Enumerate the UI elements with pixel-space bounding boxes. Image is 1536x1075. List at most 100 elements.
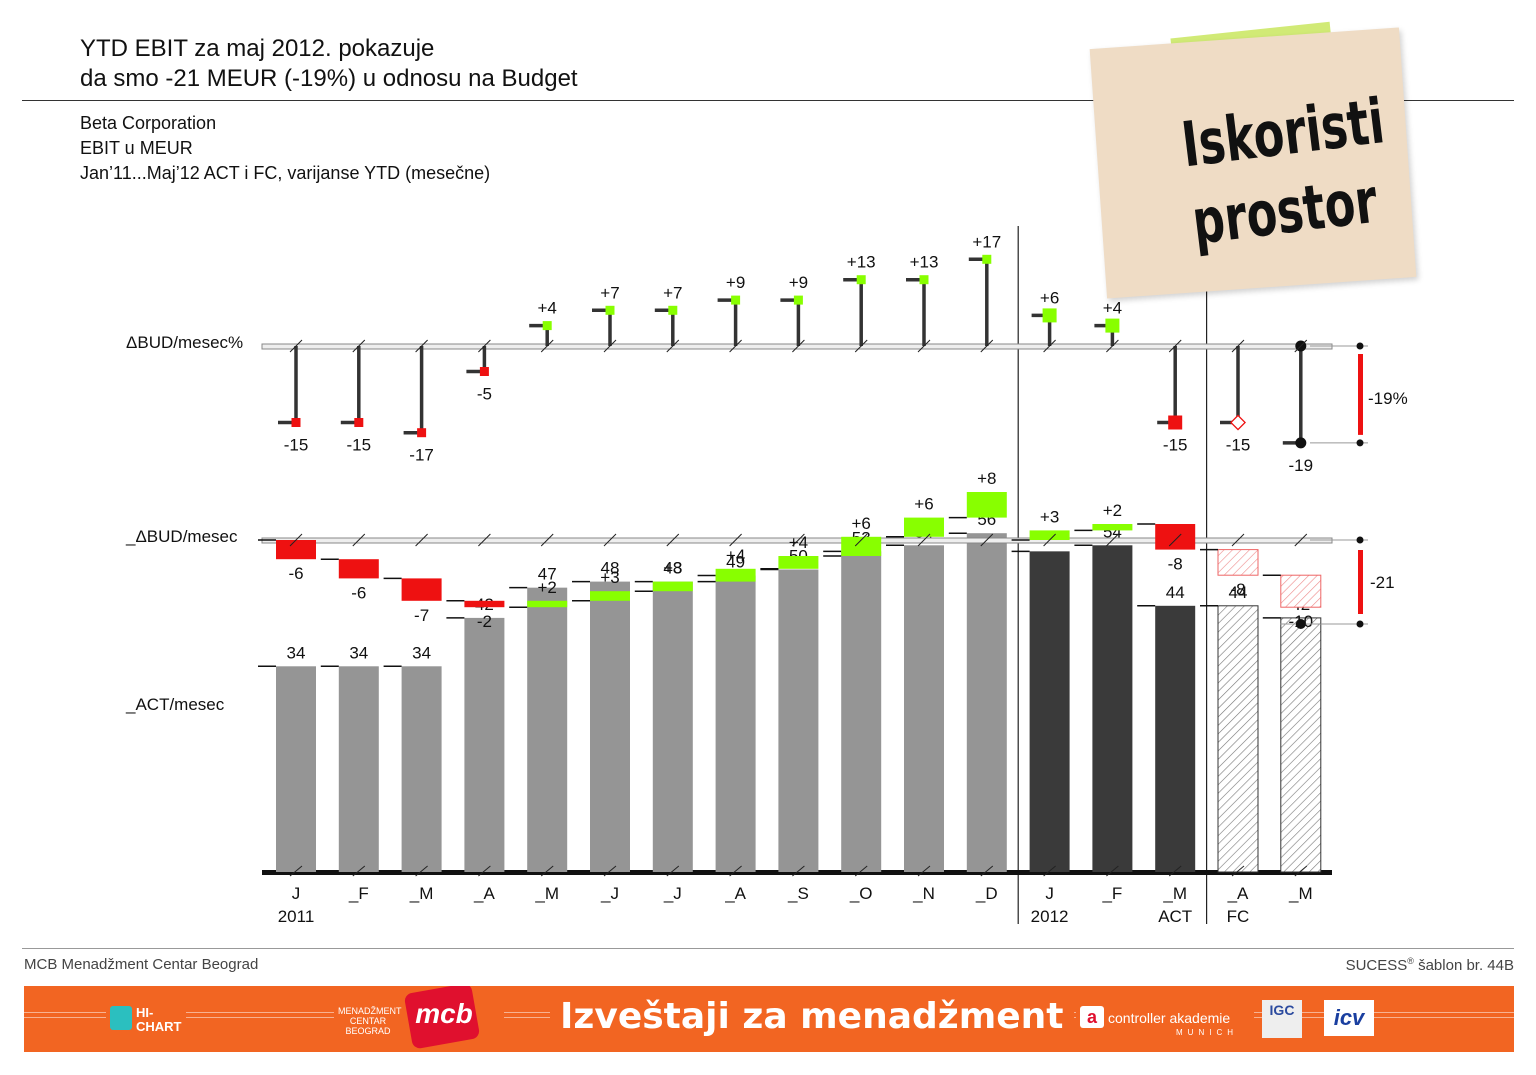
footer-template-name: SUCESS [1345,957,1408,974]
delta-value-label: -7 [414,606,429,625]
axis-slash [917,865,931,877]
pct-value-label: -17 [409,446,434,465]
pct-value-label: -15 [347,436,372,455]
pct-value-label: +13 [847,253,876,272]
delta-bar [966,492,1007,518]
axis-slash [1168,865,1182,877]
footer-template-number: šablon br. 44B [1413,957,1514,974]
category-label: J [1045,884,1054,903]
pct-marker [1168,415,1183,430]
delta-bar [904,517,944,537]
act-bar [527,587,568,872]
axis-slash [415,865,428,877]
act-value-label: 44 [1166,583,1185,602]
delta-value-label: -6 [288,564,303,583]
axis-slash [352,865,366,877]
delta-bar [590,591,630,601]
axis-slash [1231,865,1245,877]
row-label-act: _ACT/mesec [125,695,225,714]
act-bar [1155,605,1196,872]
axis-slash [1106,339,1119,353]
axis-slash [980,339,994,353]
pct-value-label: +4 [538,299,557,318]
axis-slash [1106,865,1119,877]
axis-slash [1043,533,1056,547]
pct-marker [291,418,301,427]
axis-slash [729,339,742,353]
subtitle-company: Beta Corporation [80,113,217,133]
axis-slash [289,865,303,877]
category-label: _F [1101,884,1122,903]
axis-slash [792,533,805,547]
delta-total-marker [1295,619,1306,629]
controller-akademie-text: controller akademie [1108,1010,1231,1026]
delta-value-label: +8 [977,469,996,488]
axis-slash [540,533,554,547]
pct-marker [417,428,427,438]
mcb-logo-text: mcb [415,998,473,1029]
hichart-logo: HI-CHART [106,1002,186,1038]
act-bar [1092,545,1133,872]
axis-slash [729,865,742,877]
delta-value-label: +3 [663,559,682,578]
act-value-label: 48 [663,559,682,578]
pct-marker [479,367,489,376]
category-label: J [292,884,301,903]
axis-slash [666,339,680,353]
axis-slash [1231,339,1245,353]
axis-slash [478,865,491,877]
pct-value-label: -15 [1163,436,1188,455]
act-bar [401,666,442,872]
axis-slash [917,533,931,547]
axis-slash [1043,865,1056,877]
delta-bar [1155,524,1196,550]
pct-marker [668,305,678,315]
subtitle-period: Jan’11...Maj’12 ACT i FC, varijanse YTD … [80,163,491,183]
pct-total-dot [1356,439,1364,447]
axis-slash [666,865,680,877]
act-bar [778,569,819,872]
footer-divider [22,948,1514,949]
delta-total-dot [1356,536,1364,544]
axis-slash [603,339,617,353]
axis-slash [917,339,931,353]
pct-marker [793,295,803,305]
registered-mark: ® [1407,956,1414,966]
act-bar [1029,551,1070,872]
category-label: _D [975,884,998,903]
axis-slash [603,533,617,547]
row-label-pct: ΔBUD/mesec% [126,333,243,352]
pct-marker [1105,318,1120,333]
axis-slash [980,533,994,547]
axis-slash [1294,865,1308,877]
pct-total-label: -19% [1368,389,1408,408]
footer-company: MCB Menadžment Centar Beograd [24,956,259,973]
pct-value-label: +9 [726,273,745,292]
axis-slash [666,533,680,547]
delta-bar [464,600,505,608]
delta-value-label: +3 [1040,507,1059,526]
act-value-label: 34 [287,643,306,662]
title-line-1: YTD EBIT za maj 2012. pokazuje [80,35,435,62]
pct-marker [731,295,741,305]
delta-value-label: +2 [1103,501,1122,520]
axis-slash [478,339,491,353]
act-value-label: 48 [601,559,620,578]
category-label: _M [534,884,559,903]
pct-value-label: -19 [1289,456,1314,475]
delta-total-bar [1358,550,1363,614]
controller-akademie-logo: a controller akademie MUNICH [1076,1000,1254,1042]
delta-value-label: +6 [852,514,871,533]
footer-banner: HI-CHART MENADŽMENT CENTAR BEOGRAD mcb I… [24,986,1514,1052]
igc-logo: IGC [1262,1000,1302,1038]
delta-bar [401,578,442,601]
pct-value-label: -5 [477,385,492,404]
delta-bar [778,556,819,569]
pct-value-label: +17 [972,232,1001,251]
title-line-2: da smo -21 MEUR (-19%) u odnosu na Budge… [80,65,578,92]
title-divider [22,100,1514,101]
axis-slash [1294,533,1308,547]
delta-bar [652,581,693,592]
delta-value-label: +6 [914,495,933,514]
delta-total-dot [1356,620,1364,628]
